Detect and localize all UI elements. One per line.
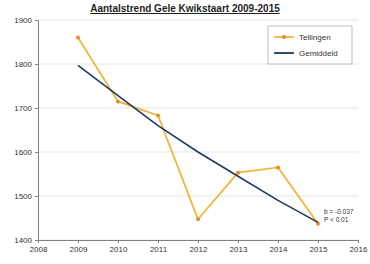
grid-line [38, 196, 358, 197]
tick-mark [198, 240, 199, 243]
tick-mark [35, 152, 38, 153]
tick-label: 2014 [270, 245, 288, 254]
tick-label: 2013 [230, 245, 248, 254]
tick-label: 1600 [14, 148, 32, 157]
axis-line [35, 21, 39, 241]
tick: 2013 [230, 240, 248, 254]
annotation: b = -0.037 [324, 208, 354, 215]
grid-line [38, 20, 358, 21]
legend: Tellingen Gemiddeld [268, 26, 352, 64]
marker [156, 113, 160, 117]
tick: 2011 [150, 240, 168, 254]
series-line [78, 38, 318, 224]
tick: 1800 [14, 60, 38, 69]
tick-label: 2011 [150, 245, 168, 254]
legend-marker [282, 35, 286, 39]
tick-label: 2012 [190, 245, 208, 254]
tick-label: 1500 [14, 192, 32, 201]
grid [38, 20, 358, 240]
tick: 2015 [310, 240, 328, 254]
legend-swatch [274, 52, 294, 54]
tick-label: 2016 [350, 245, 368, 254]
tick-mark [118, 240, 119, 243]
tick-label: 2015 [310, 245, 328, 254]
tick: 1400 [14, 236, 38, 245]
axis-line [39, 241, 359, 244]
tick-label: 2010 [110, 245, 128, 254]
plot: 2008 2009 2010 2011 2012 2013 2014 2015 2016 1400… [14, 16, 368, 254]
legend-box [268, 26, 352, 64]
x-axis: 2008 2009 2010 2011 2012 2013 2014 2015 2016 [30, 240, 368, 254]
tick: 2009 [70, 240, 88, 254]
tick-mark [158, 240, 159, 243]
marker [196, 217, 200, 221]
tick-label: 1800 [14, 60, 32, 69]
tick: 1900 [14, 16, 38, 25]
tick-mark [35, 196, 38, 197]
series-line [78, 65, 318, 222]
tick-mark [35, 108, 38, 109]
tick-mark [78, 240, 79, 243]
tick-label: 1900 [14, 16, 32, 25]
marker [276, 165, 280, 169]
tick: 2014 [270, 240, 288, 254]
tick-label: 2009 [70, 245, 88, 254]
tick-label: 2008 [30, 245, 48, 254]
tick: 2010 [110, 240, 128, 254]
tick-label: 1700 [14, 104, 32, 113]
annotation: P < 0.01 [324, 216, 349, 223]
tick-mark [35, 240, 38, 241]
tick: 1500 [14, 192, 38, 201]
tick-mark [35, 64, 38, 65]
marker [236, 171, 240, 175]
chart: 2008 2009 2010 2011 2012 2013 2014 2015 2016 1400… [0, 0, 370, 264]
legend-label: Gemiddeld [299, 49, 338, 58]
tick: 2016 [350, 240, 368, 254]
marker [116, 99, 120, 103]
tick-mark [35, 20, 38, 21]
tick: 2012 [190, 240, 208, 254]
y-axis: 1400 1500 1600 1700 1800 1900 [14, 16, 38, 245]
tick: 1700 [14, 104, 38, 113]
tick-mark [238, 240, 239, 243]
tick-mark [278, 240, 279, 243]
tick: 2008 [30, 240, 48, 254]
grid-line [38, 108, 358, 109]
tick-mark [358, 240, 359, 243]
title: Aantalstrend Gele Kwikstaart 2009-2015 [90, 3, 280, 14]
tick: 1600 [14, 148, 38, 157]
legend-label: Tellingen [299, 33, 331, 42]
tick-mark [318, 240, 319, 243]
marker [76, 36, 80, 40]
tick-label: 1400 [14, 236, 32, 245]
